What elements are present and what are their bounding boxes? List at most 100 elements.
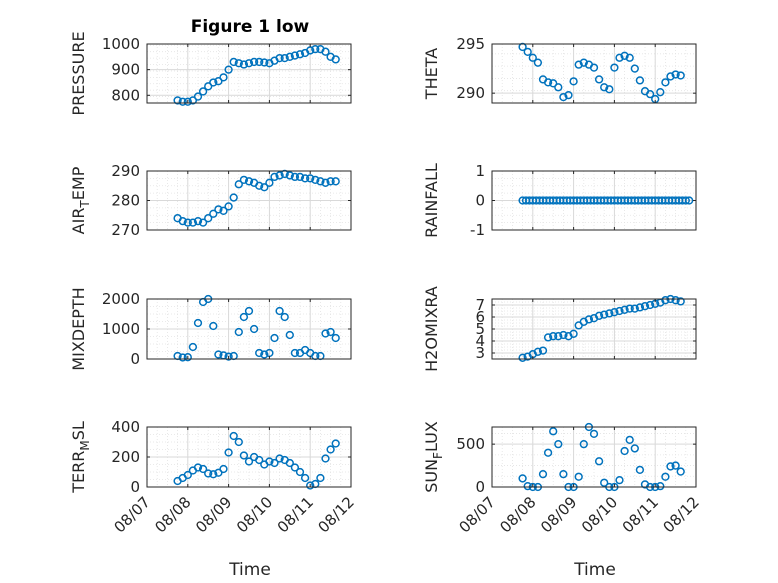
data-point xyxy=(214,77,223,86)
data-point xyxy=(569,77,578,86)
data-point xyxy=(326,327,335,337)
data-point xyxy=(209,321,218,331)
data-point xyxy=(306,46,315,55)
data-point xyxy=(209,209,218,218)
y-tick-label: 5 xyxy=(475,320,485,338)
data-point xyxy=(625,53,634,62)
data-point xyxy=(331,333,340,343)
data-point xyxy=(321,178,330,187)
data-point xyxy=(559,469,568,479)
data-point xyxy=(579,58,588,67)
data-point xyxy=(549,79,558,88)
data-point xyxy=(244,59,254,68)
data-point xyxy=(620,305,629,314)
data-point xyxy=(198,87,208,96)
x-tick-label: 08/11 xyxy=(274,493,317,536)
data-point xyxy=(600,310,609,319)
y-tick-label: 200 xyxy=(111,448,140,466)
data-point xyxy=(188,96,198,105)
data-point xyxy=(656,88,665,97)
data-point xyxy=(255,455,264,465)
data-point xyxy=(260,350,269,359)
y-tick-label: 1000 xyxy=(102,320,140,338)
data-point xyxy=(671,461,680,470)
y-tick-label: 280 xyxy=(111,192,140,210)
data-point xyxy=(244,306,254,316)
data-point xyxy=(635,465,645,475)
data-point xyxy=(554,439,563,449)
y-tick-label: 290 xyxy=(111,162,140,180)
data-point xyxy=(306,174,315,183)
data-point xyxy=(275,454,284,463)
data-point xyxy=(661,472,670,481)
data-point xyxy=(244,457,254,466)
data-point xyxy=(234,180,243,189)
data-point xyxy=(219,464,228,474)
data-point xyxy=(666,462,675,471)
data-point xyxy=(300,174,310,183)
data-point xyxy=(239,312,249,322)
data-point xyxy=(326,445,335,454)
y-tick-label: -1 xyxy=(470,221,485,239)
data-point xyxy=(331,177,340,186)
data-point xyxy=(331,439,340,448)
data-point xyxy=(290,348,300,358)
data-point xyxy=(610,63,619,72)
y-tick-label: 1000 xyxy=(102,35,140,53)
x-axis-label-left: Time xyxy=(228,560,271,580)
data-point xyxy=(209,470,218,479)
data-point xyxy=(615,306,624,316)
data-point xyxy=(255,181,264,190)
data-point xyxy=(625,304,634,313)
data-point xyxy=(321,47,330,56)
data-point xyxy=(543,78,553,87)
data-point xyxy=(630,304,639,313)
data-point xyxy=(214,205,223,214)
data-point xyxy=(234,437,243,447)
data-point xyxy=(569,329,578,338)
data-point xyxy=(666,72,675,81)
data-point xyxy=(615,475,624,485)
data-point xyxy=(224,202,233,211)
data-point xyxy=(188,342,198,352)
data-point xyxy=(224,65,233,74)
y-tick-label: 900 xyxy=(111,61,140,79)
data-point xyxy=(549,427,558,436)
y-tick-label: 3 xyxy=(475,344,485,362)
y-tick-label: 400 xyxy=(111,418,140,436)
data-point xyxy=(183,97,192,106)
y-axis-label: PRESSURE xyxy=(69,31,88,115)
data-point xyxy=(183,470,192,480)
data-point xyxy=(681,196,690,205)
data-point xyxy=(204,469,213,478)
data-point xyxy=(229,57,238,67)
data-point xyxy=(270,458,279,468)
data-point xyxy=(249,324,259,334)
y-tick-label: 0 xyxy=(130,478,140,496)
data-point xyxy=(219,206,228,215)
y-axis-label: THETA xyxy=(422,48,441,100)
data-point xyxy=(559,92,568,102)
data-point xyxy=(549,332,558,341)
x-tick-label: 08/12 xyxy=(315,493,358,536)
data-point xyxy=(630,444,639,453)
data-point xyxy=(620,51,629,60)
subplot-5: 0 1000 2000 MIXDEPTH xyxy=(69,287,352,371)
y-tick-label: 290 xyxy=(456,84,485,102)
x-tick-label: 08/11 xyxy=(619,493,662,536)
subplot-4: -1 0 1 RAINFALL xyxy=(422,162,697,239)
data-point xyxy=(214,350,223,359)
data-point xyxy=(193,217,203,226)
y-axis-label: SUNFLUX xyxy=(422,421,445,493)
x-axis-label-right: Time xyxy=(573,560,616,580)
data-point xyxy=(239,60,249,69)
y-tick-label: 0 xyxy=(475,192,485,210)
data-point xyxy=(260,58,269,67)
data-point xyxy=(275,171,284,180)
data-point xyxy=(265,178,274,187)
data-point xyxy=(559,330,568,340)
y-tick-label: 7 xyxy=(475,296,485,314)
data-point xyxy=(518,353,527,362)
data-point xyxy=(518,474,527,483)
